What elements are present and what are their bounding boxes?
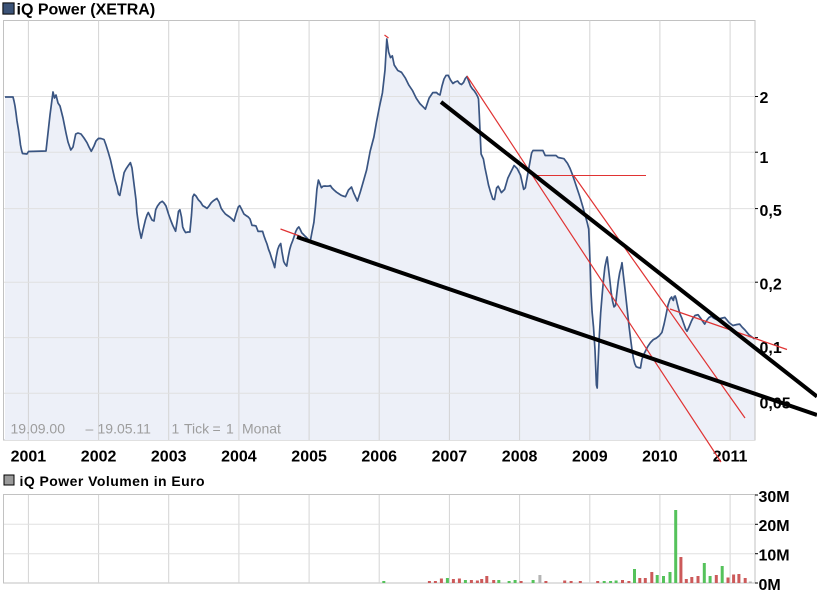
svg-text:Monat: Monat — [242, 421, 281, 437]
svg-text:2010: 2010 — [642, 449, 678, 466]
svg-text:0,5: 0,5 — [760, 203, 782, 220]
svg-text:2002: 2002 — [81, 449, 117, 466]
svg-text:2007: 2007 — [432, 449, 468, 466]
svg-text:2008: 2008 — [502, 449, 538, 466]
svg-text:1: 1 — [760, 150, 769, 167]
svg-text:iQ Power (XETRA): iQ Power (XETRA) — [17, 1, 156, 18]
svg-text:0M: 0M — [759, 577, 781, 594]
svg-text:2003: 2003 — [151, 449, 187, 466]
svg-text:2: 2 — [760, 90, 769, 107]
svg-text:2011: 2011 — [713, 449, 748, 466]
svg-text:30M: 30M — [759, 489, 790, 506]
svg-text:2005: 2005 — [291, 449, 327, 466]
svg-text:1: 1 — [172, 421, 180, 437]
svg-text:=: = — [213, 421, 221, 437]
svg-text:19.09.00: 19.09.00 — [11, 421, 66, 437]
svg-text:2009: 2009 — [572, 449, 608, 466]
svg-text:1: 1 — [226, 421, 234, 437]
svg-text:2001: 2001 — [11, 449, 47, 466]
svg-text:20M: 20M — [759, 518, 790, 535]
svg-text:2006: 2006 — [361, 449, 397, 466]
svg-text:Tick: Tick — [184, 421, 210, 437]
svg-text:0,2: 0,2 — [760, 276, 782, 293]
svg-text:iQ Power Volumen in Euro: iQ Power Volumen in Euro — [20, 473, 206, 489]
svg-text:2004: 2004 — [221, 449, 257, 466]
svg-text:0,1: 0,1 — [760, 340, 782, 357]
svg-text:19.05.11: 19.05.11 — [98, 421, 152, 437]
svg-text:–: – — [86, 421, 94, 437]
svg-text:10M: 10M — [759, 548, 790, 565]
